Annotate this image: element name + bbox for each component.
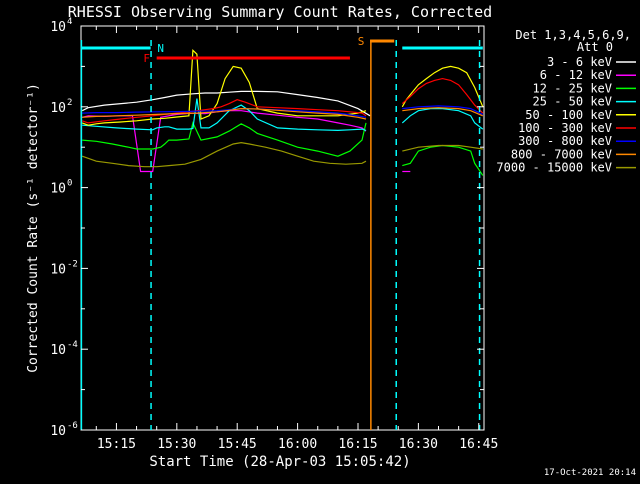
y-tick-label: 10 4 [50, 17, 72, 35]
y-tick-label-base: 10 [50, 424, 66, 439]
x-tick-label: 16:45 [459, 437, 498, 452]
series-0 [81, 90, 371, 117]
y-tick-label-base: 10 [50, 343, 66, 358]
series-line [402, 105, 484, 115]
x-tick-label: 15:30 [157, 437, 196, 452]
legend-header-line2: Att 0 [577, 40, 613, 54]
legend-entry-label: 50 - 100 keV [525, 108, 612, 122]
legend-entry-label: 800 - 7000 keV [511, 147, 612, 161]
x-tick-label: 16:30 [399, 437, 438, 452]
y-tick-label-base: 10 [50, 101, 66, 116]
series-line [81, 90, 371, 117]
y-tick-label: 10 -4 [50, 340, 78, 358]
y-tick-label-base: 10 [50, 182, 66, 197]
legend-entry-label: 25 - 50 keV [533, 95, 612, 109]
y-tick-label: 10 0 [50, 179, 72, 197]
legend-entry-label: 7000 - 15000 keV [496, 161, 612, 175]
y-tick-label-exponent: 4 [67, 17, 72, 27]
marker-label: S [358, 35, 365, 48]
x-tick-label: 15:45 [218, 437, 257, 452]
series-line [82, 99, 367, 124]
x-tick-label: 15:15 [97, 437, 136, 452]
y-tick-label-exponent: 2 [67, 98, 72, 108]
y-tick-label-base: 10 [50, 20, 66, 35]
footer-date: 17-Oct-2021 20:14 [544, 468, 636, 478]
x-tick-label: 16:00 [278, 437, 317, 452]
marker-label: F [143, 52, 150, 65]
series-line [401, 65, 484, 108]
x-axis-label: Start Time (28-Apr-03 15:05:42) [149, 454, 410, 470]
series-line [82, 98, 367, 132]
legend-header-line1: Det 1,3,4,5,6,9, [515, 28, 631, 42]
legend-entry-label: 6 - 12 keV [540, 68, 612, 82]
series-line [402, 107, 484, 117]
y-tick-label: 10 -6 [50, 421, 78, 439]
series-4 [81, 48, 484, 126]
series-line [401, 108, 484, 130]
marker-label: N [157, 42, 164, 55]
series-line [82, 107, 367, 120]
series-line [81, 48, 367, 126]
chart-title: RHESSI Observing Summary Count Rates, Co… [68, 3, 492, 21]
legend-entry-label: 3 - 6 keV [547, 55, 612, 69]
y-tick-label-exponent: -2 [67, 259, 78, 269]
y-tick-label-exponent: 0 [67, 179, 72, 189]
series-line [401, 77, 484, 114]
series-line [402, 144, 483, 152]
y-axis-label: Corrected Count Rate (s⁻¹ detector⁻¹) [26, 83, 41, 373]
series-line [82, 121, 367, 157]
y-tick-label-exponent: -4 [67, 340, 78, 350]
y-tick-label: 10 2 [50, 98, 72, 116]
series-3 [82, 98, 484, 132]
x-tick-label: 16:15 [338, 437, 377, 452]
legend-entry-label: 300 - 800 keV [518, 134, 612, 148]
legend-entry-label: 100 - 300 keV [518, 121, 612, 135]
series-line [81, 141, 367, 168]
y-tick-label-base: 10 [50, 262, 66, 277]
legend-entry-label: 12 - 25 keV [533, 81, 612, 95]
series-5 [82, 77, 484, 124]
series-7 [82, 107, 484, 120]
y-tick-label-exponent: -6 [67, 421, 78, 431]
y-tick-label: 10 -2 [50, 259, 78, 277]
series-8 [81, 141, 483, 168]
